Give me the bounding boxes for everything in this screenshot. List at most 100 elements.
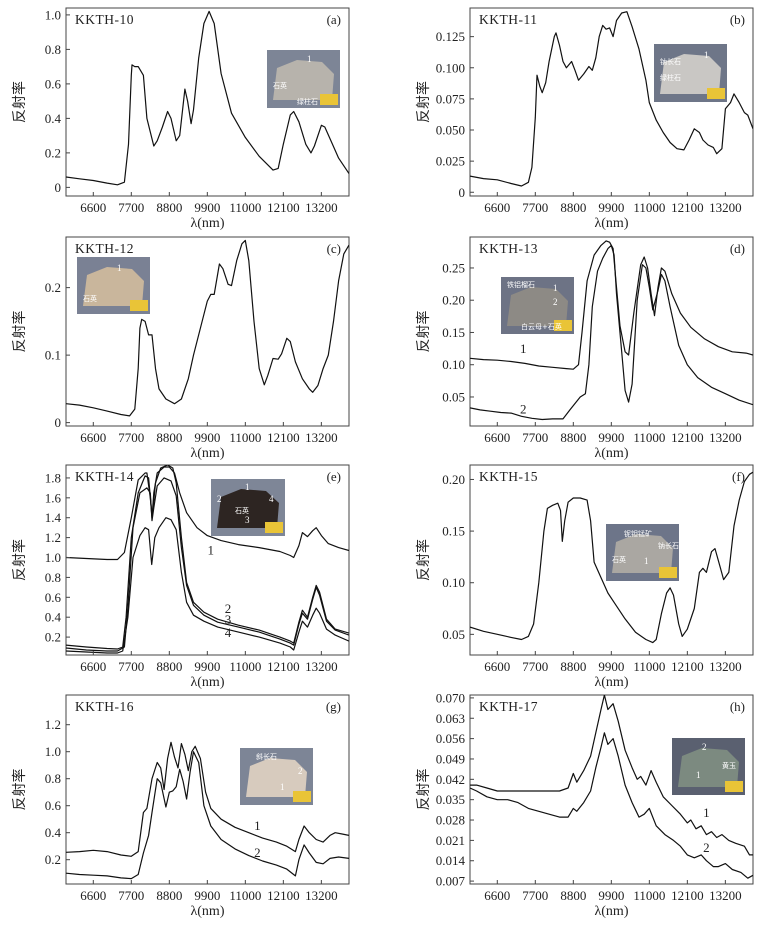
y-tick-label: 0.2 <box>45 630 61 645</box>
series-line-3 <box>66 477 349 652</box>
y-tick-label: 0.042 <box>436 772 465 787</box>
x-tick-label: 13200 <box>709 200 742 215</box>
x-tick-label: 13200 <box>709 659 742 674</box>
y-tick-label: 0.070 <box>436 690 465 705</box>
specimen-photo-inset: 2 1 黄玉 <box>672 738 745 795</box>
rock-specimen <box>83 267 144 306</box>
x-tick-label: 11000 <box>633 659 665 674</box>
specimen-photo-inset: 斜长石 2 1 <box>240 748 313 805</box>
series-line-1 <box>470 695 753 856</box>
rock-specimen <box>507 287 568 326</box>
y-tick-label: 0.4 <box>45 111 62 126</box>
x-tick-label: 8800 <box>156 888 182 903</box>
inset-label: 铁铝榴石 <box>507 280 535 289</box>
y-tick-label: 1.2 <box>45 530 61 545</box>
x-tick-label: 11000 <box>229 659 261 674</box>
y-tick-label: 0.035 <box>436 792 465 807</box>
y-tick-label: 0.6 <box>45 76 62 91</box>
inset-label: 黄玉 <box>722 761 736 770</box>
x-tick-label: 8800 <box>156 430 182 445</box>
y-tick-label: 0.25 <box>442 260 465 275</box>
x-tick-label: 8800 <box>560 888 586 903</box>
series-line-1 <box>66 741 349 857</box>
scale-label-tag <box>293 791 311 802</box>
panel-letter: (d) <box>730 241 745 256</box>
panel-title: KKTH-14 <box>75 469 134 484</box>
panel-title: KKTH-10 <box>75 12 134 27</box>
x-axis-title: λ(nm) <box>594 446 628 461</box>
x-axis-title: λ(nm) <box>190 446 224 461</box>
x-tick-label: 7700 <box>118 888 144 903</box>
x-tick-label: 6600 <box>484 200 510 215</box>
inset-label: 钠长石 <box>658 541 679 550</box>
scale-label-tag <box>707 88 725 99</box>
rock-specimen <box>217 489 279 528</box>
x-tick-label: 12100 <box>267 659 300 674</box>
x-tick-label: 9900 <box>598 888 624 903</box>
x-tick-label: 7700 <box>118 200 144 215</box>
x-tick-label: 6600 <box>80 888 106 903</box>
panel-letter: (f) <box>732 469 745 484</box>
y-axis-title: 反射率 <box>11 311 28 353</box>
y-tick-label: 0.15 <box>442 524 465 539</box>
rock-specimen <box>273 60 334 100</box>
inset-label: 斜长石 <box>256 752 277 761</box>
series-line-2 <box>470 244 753 421</box>
y-tick-label: 0.025 <box>436 154 465 169</box>
y-tick-label: 0.2 <box>45 852 61 867</box>
panel-c: 1 石英 0 0.1 0.2 6600 7700 8800 9900 11000 12100 1320… <box>11 236 350 461</box>
y-tick-label: 0.1 <box>45 348 61 363</box>
inset-label: 1 <box>117 263 122 273</box>
x-tick-label: 13200 <box>305 200 338 215</box>
y-tick-label: 0.2 <box>45 280 61 295</box>
x-tick-label: 11000 <box>633 888 665 903</box>
panel-title: KKTH-12 <box>75 241 134 256</box>
y-tick-label: 0.10 <box>442 575 465 590</box>
inset-label: 1 <box>696 770 701 780</box>
x-tick-label: 11000 <box>229 888 261 903</box>
x-tick-label: 12100 <box>671 659 704 674</box>
y-tick-label: 1.6 <box>45 490 62 505</box>
y-tick-label: 1.2 <box>45 717 61 732</box>
y-axis-title: 反射率 <box>11 769 28 811</box>
series-line-1 <box>470 240 753 370</box>
y-tick-label: 0.049 <box>436 751 465 766</box>
y-axis-title: 反射率 <box>415 539 432 581</box>
inset-label: 2 <box>702 742 707 752</box>
x-tick-label: 11000 <box>633 200 665 215</box>
y-axis-title: 反射率 <box>11 81 28 123</box>
scale-label-tag <box>130 300 148 311</box>
y-tick-label: 0.8 <box>45 570 61 585</box>
series-line-4 <box>66 517 349 654</box>
x-axis-title: λ(nm) <box>190 675 224 690</box>
x-tick-label: 7700 <box>522 430 548 445</box>
x-tick-label: 12100 <box>267 888 300 903</box>
x-tick-label: 13200 <box>305 430 338 445</box>
y-tick-label: 0.6 <box>45 590 62 605</box>
inset-label: 1 <box>245 482 250 492</box>
y-tick-label: 0.10 <box>442 357 465 372</box>
series-label: 2 <box>225 601 232 616</box>
inset-label: 绿柱石 <box>660 73 681 82</box>
series-line-1 <box>66 10 349 186</box>
panel-letter: (b) <box>730 12 745 27</box>
series-label: 1 <box>254 818 261 833</box>
series-line-2 <box>470 732 753 879</box>
x-axis-title: λ(nm) <box>190 216 224 231</box>
x-tick-label: 9900 <box>194 430 220 445</box>
y-tick-label: 0.6 <box>45 798 62 813</box>
x-tick-label: 8800 <box>560 430 586 445</box>
y-tick-label: 0.075 <box>436 91 465 106</box>
series-line-1 <box>470 11 753 187</box>
x-axis-title: λ(nm) <box>594 675 628 690</box>
inset-label: 石英 <box>612 555 626 564</box>
x-axis-title: λ(nm) <box>190 904 224 919</box>
inset-label: 石英 <box>273 81 287 90</box>
x-tick-label: 9900 <box>194 200 220 215</box>
y-axis-title: 反射率 <box>415 81 432 123</box>
